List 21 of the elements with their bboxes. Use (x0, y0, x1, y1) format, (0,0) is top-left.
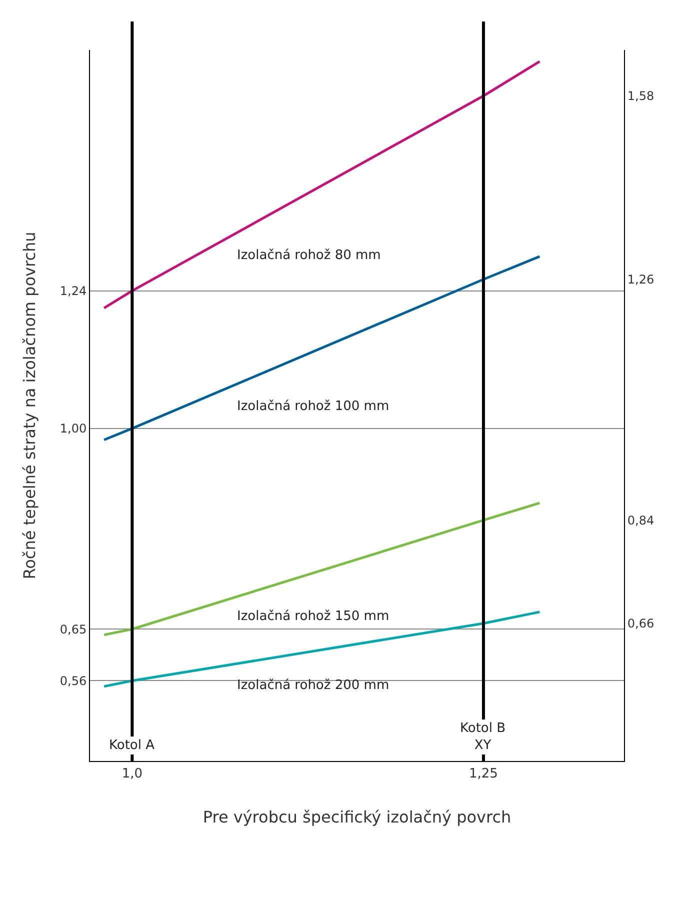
y-tick-label: 1,00 (60, 422, 87, 436)
y2-tick-label: 0,66 (627, 616, 654, 631)
y2-tick-label: 0,84 (627, 513, 654, 528)
y-tick-label: 0,56 (60, 674, 87, 688)
ref-line-label: Kotol A (109, 738, 155, 753)
x-tick-label: 1,0 (122, 766, 143, 782)
series-label: Izolačná rohož 80 mm (237, 248, 381, 263)
y-tick-label: 0,65 (60, 622, 87, 636)
line-series (102, 610, 541, 688)
y-tick-label: 1,24 (60, 284, 87, 298)
y2-tick-label: 1,58 (627, 89, 654, 104)
x-axis-title: Pre výrobcu špecifický izolačný povrch (202, 807, 512, 826)
series-label: Izolačná rohož 150 mm (237, 609, 390, 624)
y2-tick-label: 1,26 (627, 272, 654, 287)
y-axis-title: Ročné tepelné straty na izolačnom povrchu (20, 232, 39, 580)
series-label: Izolačná rohož 100 mm (237, 399, 390, 414)
line-series (102, 60, 541, 310)
x-tick-label: 1,25 (468, 766, 498, 782)
series-label: Izolačná rohož 200 mm (237, 678, 390, 693)
ref-line-label: Kotol B XY (460, 721, 506, 753)
line-series (102, 502, 541, 636)
